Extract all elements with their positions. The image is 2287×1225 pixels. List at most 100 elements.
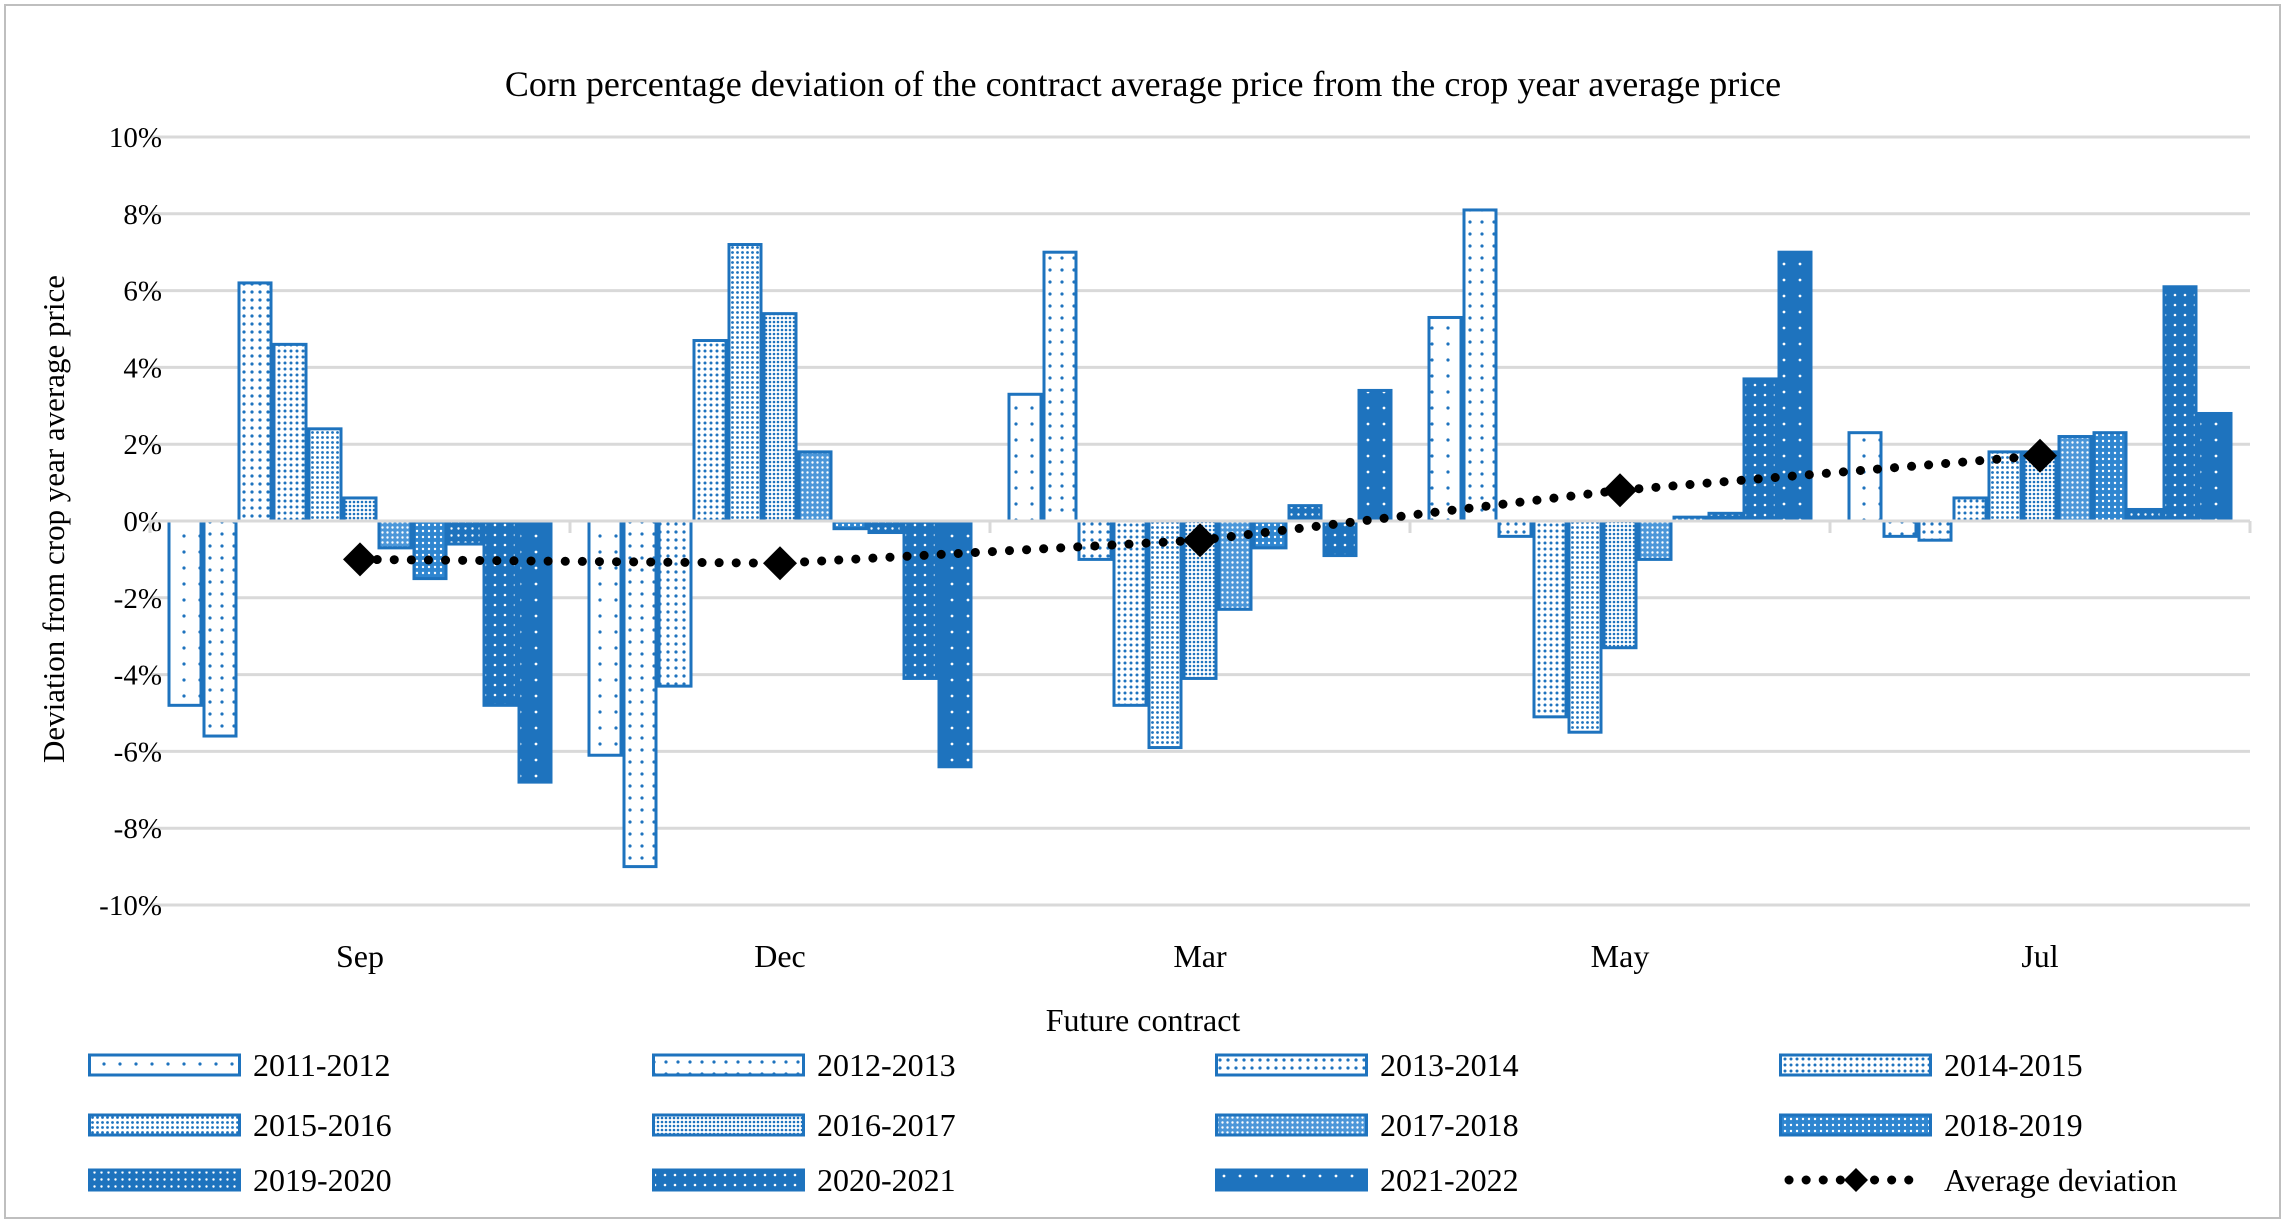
x-tick-labels: Sep Dec Mar May Jul xyxy=(336,938,2059,974)
legend-item-2016-2017: 2016-2017 xyxy=(652,1107,956,1143)
y-tick-label: -4% xyxy=(114,660,162,692)
bar-2021-2022-may xyxy=(1777,250,1813,523)
y-tick-label: -6% xyxy=(114,736,162,768)
bar-2015-2016-sep xyxy=(307,427,343,523)
y-tick-labels: 10%8%6%4%2%0%-2%-4%-6%-8%-10% xyxy=(99,122,162,922)
bar-2012-2013-mar xyxy=(1042,250,1078,523)
legend-label: 2021-2022 xyxy=(1380,1162,1519,1198)
y-tick-label: -8% xyxy=(114,813,162,845)
x-tick-label-dec: Dec xyxy=(754,938,806,974)
bar-2016-2017-dec xyxy=(762,312,798,523)
bar-2020-2021-jul xyxy=(2162,285,2198,523)
bar-2017-2018-jul xyxy=(2057,435,2093,523)
legend: 2011-2012 2012-2013 2013-2014 2014-2015 2015… xyxy=(88,1047,2177,1198)
bar-2014-2015-may xyxy=(1532,519,1568,719)
bar-2017-2018-dec xyxy=(797,450,833,523)
y-tick-label: 10% xyxy=(109,122,162,154)
bar-2012-2013-jul xyxy=(1882,519,1918,538)
bar-2016-2017-may xyxy=(1602,519,1638,650)
legend-label: 2016-2017 xyxy=(817,1107,956,1143)
legend-label: 2014-2015 xyxy=(1944,1047,2083,1083)
legend-swatch xyxy=(652,1113,805,1137)
bar-2021-2022-dec xyxy=(937,519,973,769)
bar-2011-2012-sep xyxy=(167,519,203,707)
legend-swatch xyxy=(88,1053,241,1077)
x-tick-label-sep: Sep xyxy=(336,938,384,974)
bar-2020-2021-dec xyxy=(902,519,938,680)
legend-label: 2012-2013 xyxy=(817,1047,956,1083)
legend-item-2014-2015: 2014-2015 xyxy=(1779,1047,2083,1083)
x-tick-label-jul: Jul xyxy=(2021,938,2058,974)
average-marker-mar xyxy=(1183,523,1217,558)
legend-item-average-deviation: Average deviation xyxy=(1784,1162,2177,1198)
bar-2021-2022-mar xyxy=(1357,388,1393,523)
y-axis-label: Deviation from crop year average price xyxy=(36,275,71,763)
bar-2018-2019-sep xyxy=(412,519,448,581)
legend-swatch xyxy=(1215,1113,1368,1137)
bar-2020-2021-may xyxy=(1742,377,1778,523)
bar-2016-2017-sep xyxy=(342,496,378,523)
bar-2014-2015-sep xyxy=(272,342,308,523)
y-tick-label: -2% xyxy=(114,583,162,615)
bar-2017-2018-may xyxy=(1637,519,1673,561)
bar-2014-2015-mar xyxy=(1112,519,1148,707)
legend-label: 2019-2020 xyxy=(253,1162,392,1198)
bar-2017-2018-sep xyxy=(377,519,413,550)
chart-frame xyxy=(4,4,2281,1219)
bar-2013-2014-jul xyxy=(1917,519,1953,542)
average-marker-sep xyxy=(343,542,377,577)
bar-2020-2021-sep xyxy=(482,519,518,707)
chart-title: Corn percentage deviation of the contrac… xyxy=(505,64,1781,104)
legend-item-2017-2018: 2017-2018 xyxy=(1215,1107,1519,1143)
legend-swatch xyxy=(88,1168,241,1192)
legend-swatch xyxy=(1215,1053,1368,1077)
average-marker-dec xyxy=(763,546,797,581)
legend-item-2012-2013: 2012-2013 xyxy=(652,1047,956,1083)
legend-swatch xyxy=(652,1053,805,1077)
legend-marker xyxy=(1844,1168,1868,1192)
legend-item-2011-2012: 2011-2012 xyxy=(88,1047,390,1083)
legend-swatch xyxy=(1779,1113,1932,1137)
bar-2021-2022-jul xyxy=(2197,411,2233,523)
x-tick-label-mar: Mar xyxy=(1173,938,1227,974)
bar-2015-2016-may xyxy=(1567,519,1603,734)
y-tick-label: 4% xyxy=(123,352,162,384)
y-tick-label: 6% xyxy=(123,276,162,308)
bar-2019-2020-sep xyxy=(447,519,483,546)
average-marker-may xyxy=(1603,473,1637,508)
x-tick-label-may: May xyxy=(1591,938,1650,974)
y-tick-label: 2% xyxy=(123,429,162,461)
average-deviation-line xyxy=(343,438,2057,581)
bar-2014-2015-jul xyxy=(1952,496,1988,523)
average-marker-jul xyxy=(2023,438,2057,473)
legend-swatch xyxy=(1779,1053,1932,1077)
bar-2012-2013-sep xyxy=(202,519,238,738)
bar-2013-2014-mar xyxy=(1077,519,1113,561)
legend-label: Average deviation xyxy=(1944,1162,2177,1198)
legend-item-2020-2021: 2020-2021 xyxy=(652,1162,956,1198)
y-tick-label: -10% xyxy=(99,890,162,922)
bar-2019-2020-dec xyxy=(867,519,903,535)
bar-2018-2019-jul xyxy=(2092,431,2128,523)
bar-2013-2014-dec xyxy=(657,519,693,688)
legend-item-2019-2020: 2019-2020 xyxy=(88,1162,392,1198)
bar-2013-2014-sep xyxy=(237,281,273,523)
legend-label: 2011-2012 xyxy=(253,1047,390,1083)
legend-swatch xyxy=(652,1168,805,1192)
bar-2015-2016-mar xyxy=(1147,519,1183,750)
legend-label: 2015-2016 xyxy=(253,1107,392,1143)
bar-2011-2012-dec xyxy=(587,519,623,757)
bar-2012-2013-dec xyxy=(622,519,658,869)
bar-2011-2012-jul xyxy=(1847,431,1883,523)
legend-item-2013-2014: 2013-2014 xyxy=(1215,1047,1519,1083)
legend-swatch xyxy=(1215,1168,1368,1192)
legend-label: 2020-2021 xyxy=(817,1162,956,1198)
legend-swatch xyxy=(88,1113,241,1137)
y-tick-label: 8% xyxy=(123,199,162,231)
bar-2013-2014-may xyxy=(1497,519,1533,538)
bar-2019-2020-jul xyxy=(2127,507,2163,523)
bar-2011-2012-mar xyxy=(1007,392,1043,523)
bar-2019-2020-mar xyxy=(1287,504,1323,523)
legend-item-2015-2016: 2015-2016 xyxy=(88,1107,392,1143)
legend-label: 2017-2018 xyxy=(1380,1107,1519,1143)
